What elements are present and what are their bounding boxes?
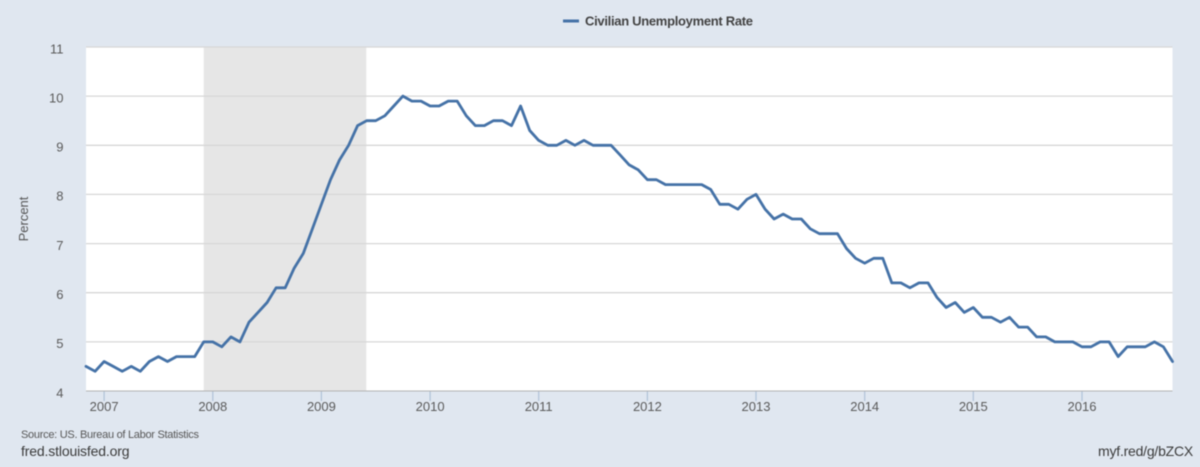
svg-text:10: 10 bbox=[49, 90, 63, 105]
svg-text:Percent: Percent bbox=[16, 196, 31, 241]
svg-text:myf.red/g/bZCX: myf.red/g/bZCX bbox=[1098, 443, 1194, 459]
svg-text:11: 11 bbox=[50, 41, 64, 56]
svg-text:fred.stlouisfed.org: fred.stlouisfed.org bbox=[21, 443, 129, 459]
svg-text:2011: 2011 bbox=[525, 399, 553, 414]
svg-text:2015: 2015 bbox=[959, 399, 988, 414]
svg-text:9: 9 bbox=[56, 140, 63, 155]
svg-text:2014: 2014 bbox=[850, 399, 879, 414]
svg-text:2009: 2009 bbox=[307, 399, 336, 414]
svg-text:2016: 2016 bbox=[1068, 399, 1097, 414]
svg-text:2012: 2012 bbox=[633, 399, 662, 414]
svg-text:5: 5 bbox=[56, 336, 63, 351]
svg-text:2010: 2010 bbox=[416, 399, 445, 414]
svg-text:2008: 2008 bbox=[198, 399, 227, 414]
svg-text:2007: 2007 bbox=[90, 399, 119, 414]
svg-text:Civilian Unemployment Rate: Civilian Unemployment Rate bbox=[585, 14, 753, 29]
svg-text:2013: 2013 bbox=[742, 399, 771, 414]
svg-text:7: 7 bbox=[56, 238, 63, 253]
svg-text:4: 4 bbox=[56, 385, 63, 400]
svg-text:Source: US. Bureau of Labor St: Source: US. Bureau of Labor Statistics bbox=[21, 429, 199, 441]
svg-text:8: 8 bbox=[56, 189, 63, 204]
svg-text:6: 6 bbox=[56, 287, 63, 302]
